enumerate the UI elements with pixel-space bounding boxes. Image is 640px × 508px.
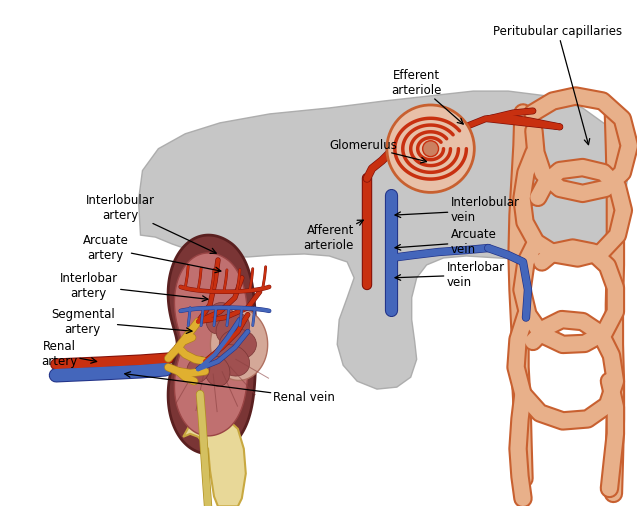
Ellipse shape (216, 344, 250, 376)
Ellipse shape (216, 313, 250, 344)
Polygon shape (168, 235, 256, 454)
Text: Interlobular
artery: Interlobular artery (86, 194, 216, 253)
Ellipse shape (220, 329, 257, 360)
Text: Efferent
arteriole: Efferent arteriole (392, 69, 463, 124)
Circle shape (387, 105, 474, 193)
Text: Interlobar
artery: Interlobar artery (60, 272, 208, 301)
Ellipse shape (205, 356, 230, 386)
Polygon shape (211, 308, 268, 380)
Polygon shape (175, 253, 249, 436)
Circle shape (422, 141, 438, 156)
Text: Afferent
arteriole: Afferent arteriole (304, 220, 364, 252)
Text: Glomerulus: Glomerulus (329, 139, 426, 163)
Ellipse shape (206, 303, 233, 334)
Text: Arcuate
vein: Arcuate vein (395, 228, 497, 256)
Polygon shape (138, 91, 627, 389)
Text: Interlobar
vein: Interlobar vein (395, 261, 504, 289)
Polygon shape (183, 414, 246, 506)
Text: Peritubular capillaries: Peritubular capillaries (493, 25, 622, 145)
Text: Interlobular
vein: Interlobular vein (395, 196, 520, 225)
Text: Segmental
artery: Segmental artery (51, 307, 192, 336)
Text: Arcuate
artery: Arcuate artery (83, 234, 221, 273)
Ellipse shape (187, 357, 210, 383)
Text: Renal
artery: Renal artery (41, 340, 97, 368)
Text: Renal vein: Renal vein (125, 372, 335, 403)
